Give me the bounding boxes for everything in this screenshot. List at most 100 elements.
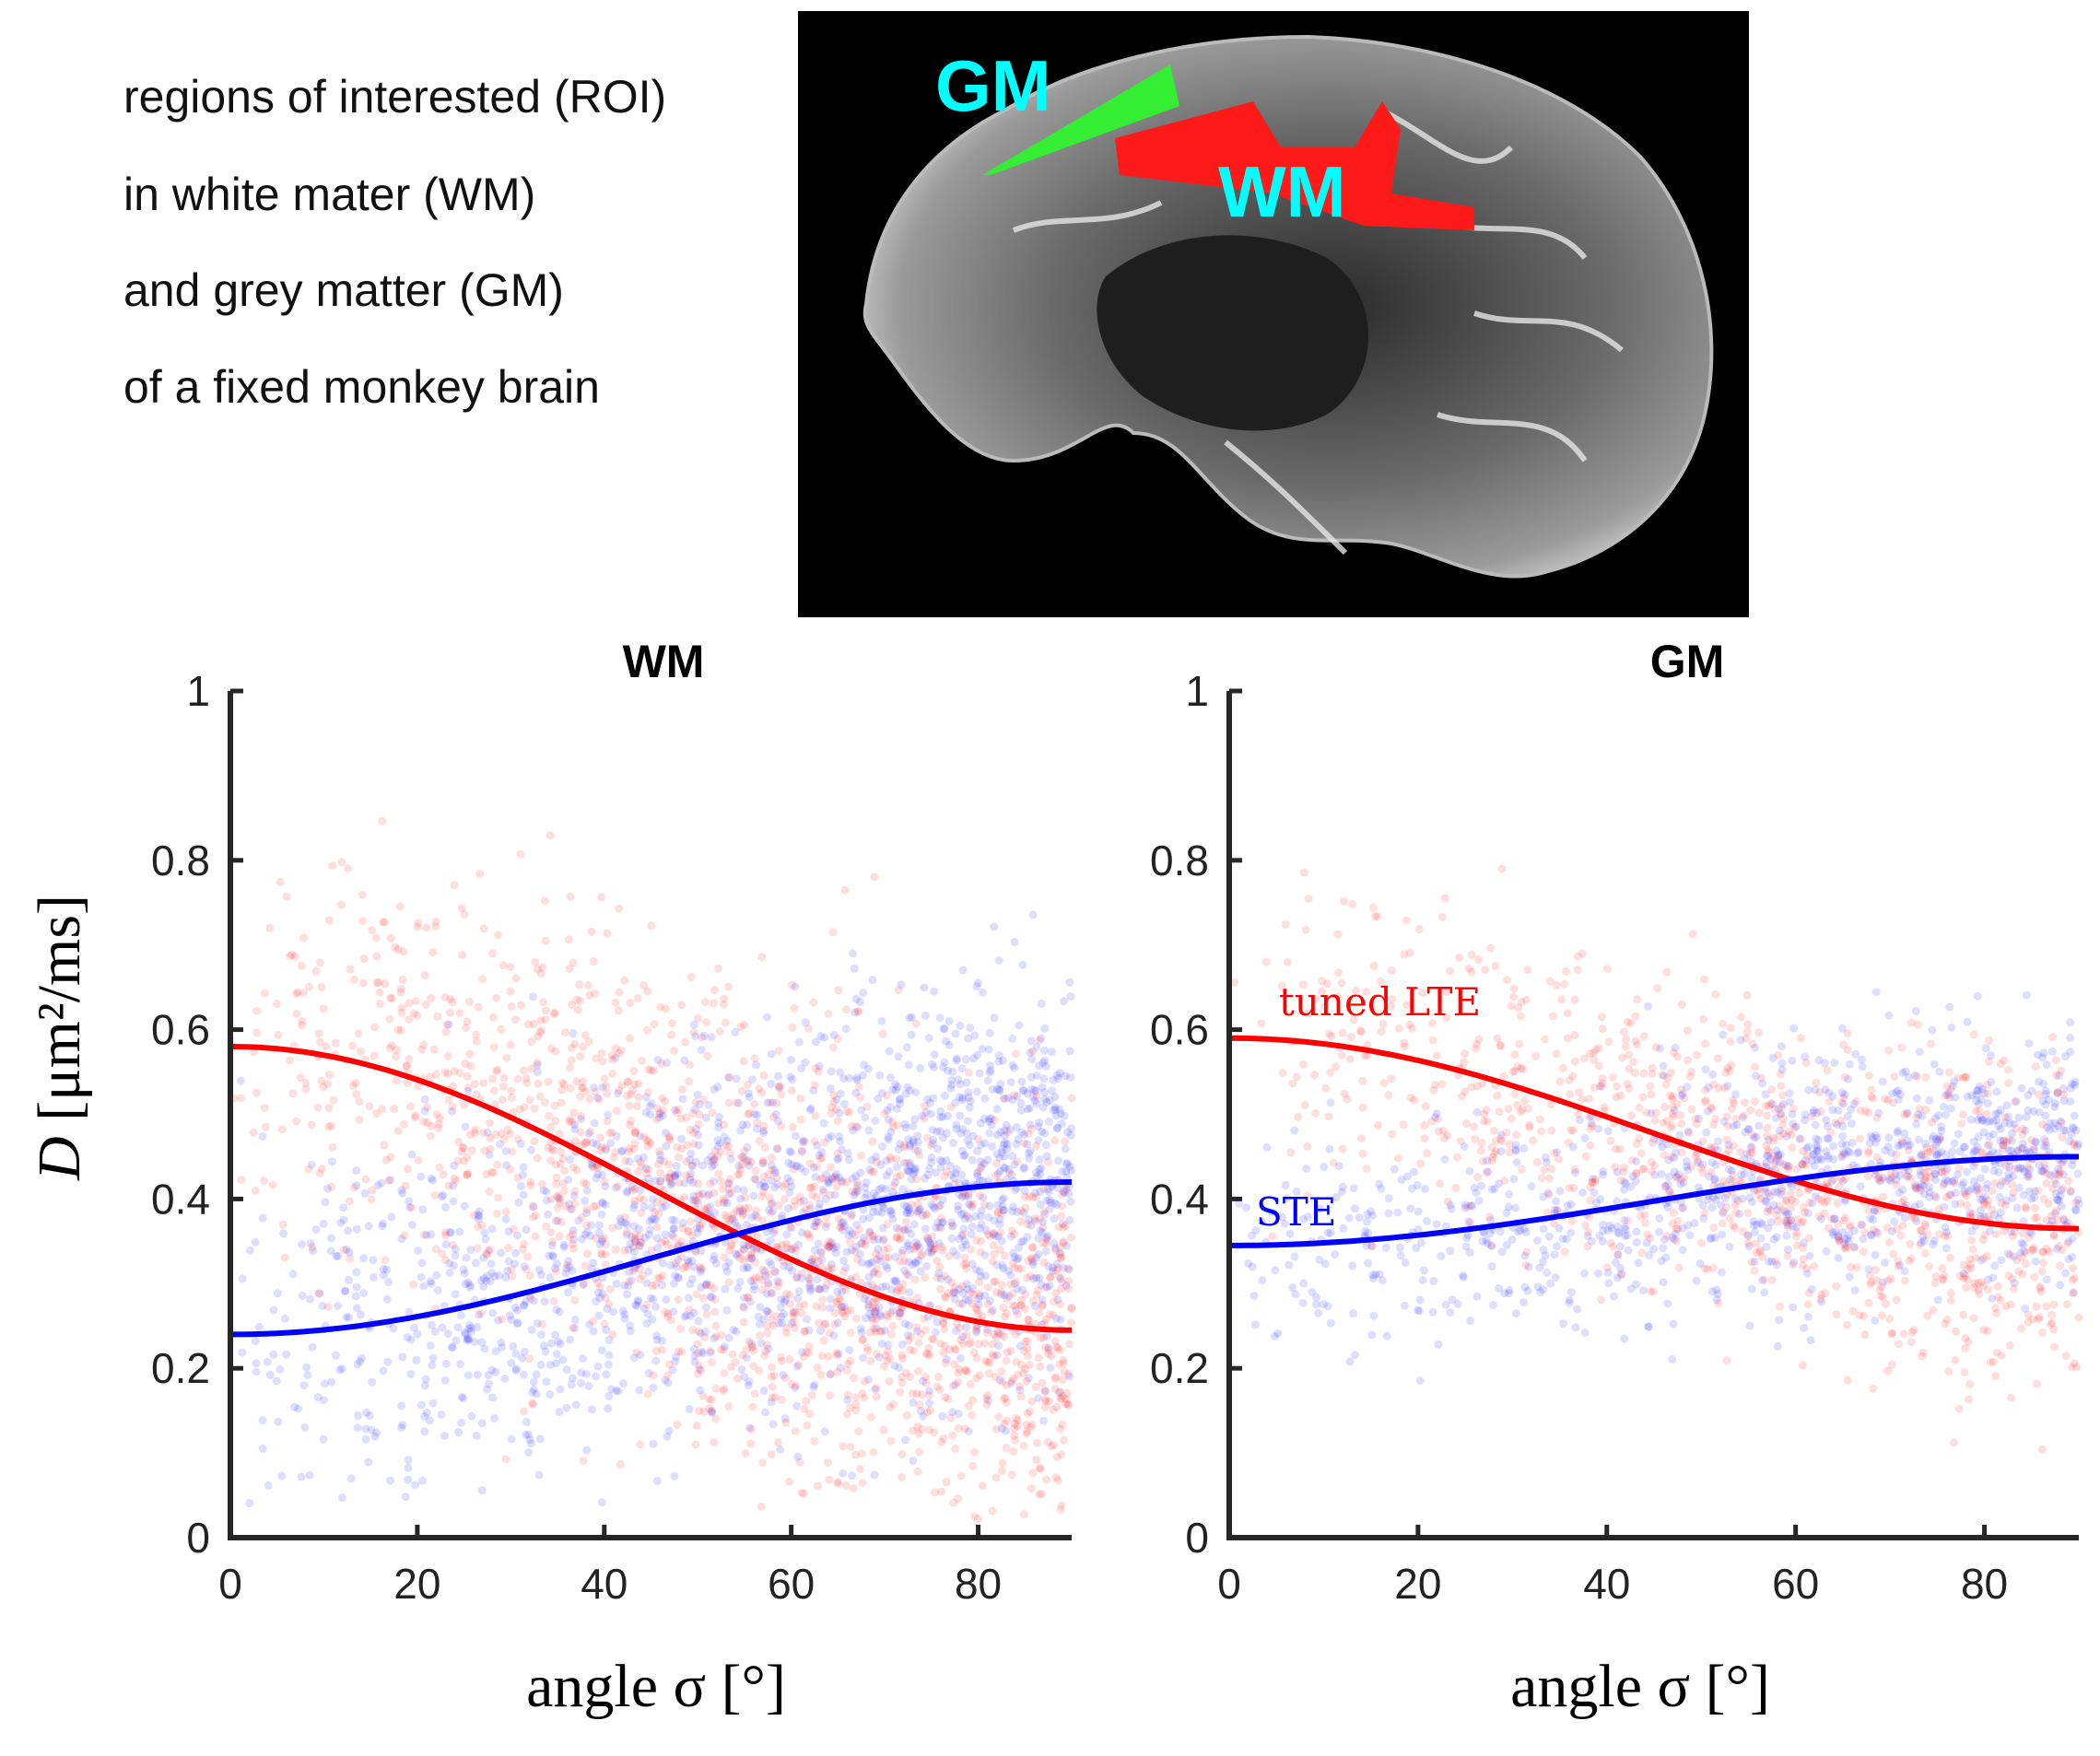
scatter-point	[463, 1071, 472, 1081]
scatter-point	[416, 1272, 426, 1282]
scatter-point	[968, 1259, 977, 1269]
scatter-point	[690, 1352, 699, 1361]
scatter-point	[951, 1098, 960, 1107]
scatter-point	[1364, 1228, 1373, 1237]
scatter-point	[839, 1308, 848, 1317]
scatter-point	[764, 1205, 773, 1214]
scatter-point	[485, 1379, 493, 1388]
scatter-point	[734, 1098, 744, 1107]
scatter-point	[1066, 1197, 1075, 1206]
scatter-point	[968, 1396, 977, 1405]
scatter-point	[935, 1155, 944, 1165]
scatter-point	[708, 1162, 717, 1171]
scatter-point	[625, 1144, 634, 1153]
scatter-point	[755, 1272, 764, 1282]
scatter-point	[400, 1231, 409, 1240]
scatter-point	[309, 1247, 318, 1256]
scatter-point	[445, 1008, 454, 1017]
scatter-point	[689, 1028, 698, 1036]
scatter-point	[707, 1152, 716, 1161]
scatter-point	[836, 1294, 845, 1304]
scatter-point	[454, 1428, 463, 1437]
scatter-point	[626, 998, 635, 1007]
scatter-point	[1539, 1246, 1548, 1255]
scatter-point	[641, 1164, 651, 1173]
scatter-point	[605, 1284, 615, 1294]
scatter-point	[674, 1153, 683, 1162]
scatter-point	[487, 1259, 496, 1269]
scatter-point	[508, 1271, 517, 1281]
scatter-point	[361, 1175, 370, 1184]
scatter-point	[972, 1235, 981, 1245]
scatter-point	[909, 1426, 917, 1435]
scatter-point	[956, 1021, 965, 1030]
scatter-point	[710, 1154, 719, 1164]
scatter-point	[1539, 1285, 1547, 1294]
scatter-point	[1599, 1166, 1608, 1176]
scatter-point	[413, 1011, 422, 1020]
scatter-point	[952, 1056, 961, 1065]
scatter-point	[1025, 1149, 1033, 1158]
scatter-point	[576, 1128, 585, 1137]
scatter-point	[1012, 1277, 1021, 1286]
scatter-point	[1756, 1218, 1766, 1227]
scatter-point	[656, 1155, 665, 1165]
scatter-point	[1050, 1239, 1059, 1248]
scatter-point	[725, 1073, 734, 1083]
scatter-point	[780, 1309, 789, 1318]
scatter-point	[886, 1153, 895, 1162]
scatter-point	[932, 1223, 941, 1233]
scatter-point	[954, 1494, 962, 1503]
scatter-point	[957, 1193, 967, 1201]
scatter-point	[711, 1321, 721, 1330]
scatter-point	[817, 1255, 827, 1264]
scatter-point	[621, 1156, 630, 1165]
scatter-point	[710, 1155, 719, 1165]
scatter-point	[984, 1117, 993, 1126]
scatter-point	[1416, 1159, 1425, 1168]
scatter-point	[951, 1029, 960, 1038]
scatter-point	[1004, 1292, 1014, 1301]
scatter-point	[485, 1151, 494, 1160]
scatter-point	[596, 1248, 605, 1258]
scatter-point	[897, 1373, 907, 1382]
scatter-point	[841, 1481, 851, 1490]
scatter-point	[773, 1282, 782, 1291]
scatter-point	[672, 1352, 681, 1362]
scatter-point	[463, 1335, 473, 1344]
scatter-point	[759, 1172, 768, 1181]
scatter-point	[406, 1102, 416, 1111]
scatter-point	[269, 1305, 278, 1315]
scatter-point	[811, 1222, 820, 1231]
scatter-point	[397, 1401, 406, 1411]
scatter-point	[306, 1239, 315, 1248]
scatter-point	[1000, 1291, 1009, 1300]
scatter-point	[664, 1133, 674, 1142]
scatter-point	[459, 1143, 468, 1153]
scatter-point	[906, 1245, 914, 1254]
scatter-point	[558, 1179, 568, 1188]
scatter-point	[857, 1239, 866, 1248]
scatter-point	[1049, 1441, 1058, 1449]
scatter-point	[494, 1316, 503, 1325]
scatter-point	[327, 1234, 335, 1243]
scatter-point	[802, 1397, 811, 1406]
scatter-point	[1020, 1305, 1029, 1314]
scatter-point	[884, 1115, 893, 1124]
scatter-point	[1571, 1323, 1580, 1332]
scatter-point	[886, 1207, 895, 1216]
scatter-point	[851, 1400, 861, 1410]
scatter-point	[536, 1330, 546, 1340]
scatter-point	[930, 1204, 939, 1213]
scatter-point	[565, 1200, 574, 1209]
scatter-point	[1044, 1343, 1053, 1352]
scatter-point	[460, 1269, 469, 1278]
scatter-point	[825, 1178, 833, 1188]
scatter-point	[379, 1270, 388, 1280]
scatter-point	[991, 1424, 1001, 1434]
scatter-point	[628, 1183, 637, 1191]
scatter-point	[976, 1164, 985, 1173]
scatter-point	[413, 1329, 422, 1339]
scatter-point	[725, 1149, 734, 1157]
scatter-point	[716, 1177, 725, 1186]
